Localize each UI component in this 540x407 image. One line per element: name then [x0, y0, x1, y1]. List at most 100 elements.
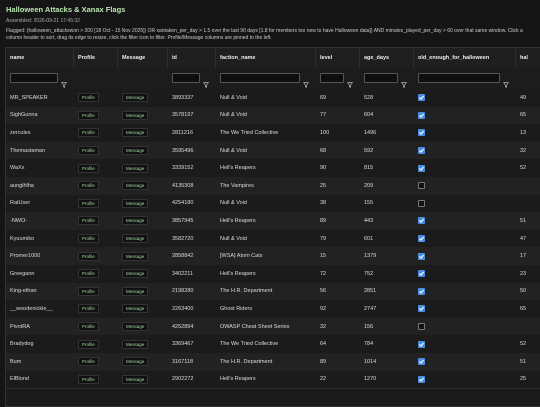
message-button[interactable]: Message: [122, 286, 149, 296]
age-cell: 1496: [364, 129, 377, 136]
profile-button[interactable]: Profile: [78, 304, 99, 314]
level-cell: 38: [320, 200, 327, 207]
filter-icon[interactable]: [61, 75, 67, 93]
id-cell: 3595496: [172, 147, 194, 154]
id-cell: 3167118: [172, 358, 194, 365]
checkbox[interactable]: [418, 164, 425, 172]
message-cell: Message: [118, 142, 168, 160]
data-row: Bum Profile Message 3167118 The H.R. Departm…: [6, 353, 540, 372]
message-cell: Message: [118, 159, 168, 177]
message-button[interactable]: Message: [122, 128, 149, 138]
profile-cell: Profile: [74, 335, 118, 353]
profile-cell: Profile: [74, 124, 118, 142]
profile-button[interactable]: Profile: [78, 374, 99, 384]
profile-button[interactable]: Profile: [78, 286, 99, 296]
profile-button[interactable]: Profile: [78, 234, 99, 244]
checkbox[interactable]: [418, 305, 425, 313]
checkbox[interactable]: [418, 235, 425, 243]
checkbox[interactable]: [418, 147, 425, 155]
column-header[interactable]: age_days: [360, 48, 414, 68]
message-button[interactable]: Message: [122, 251, 149, 261]
profile-button[interactable]: Profile: [78, 181, 99, 191]
data-row: __woodenickle__ Profile Message 2263400 Ghos…: [6, 300, 540, 319]
column-header[interactable]: faction_name: [216, 48, 316, 68]
message-button[interactable]: Message: [122, 339, 149, 349]
faction-cell: The We Tried Collective: [220, 341, 279, 348]
message-button[interactable]: Message: [122, 216, 149, 226]
filter-icon[interactable]: [347, 75, 353, 93]
faction-cell: Hell's Reapers: [220, 376, 256, 383]
column-header[interactable]: Message: [118, 48, 168, 68]
profile-button[interactable]: Profile: [78, 322, 99, 332]
filter-icon[interactable]: [401, 75, 407, 93]
message-button[interactable]: Message: [122, 304, 149, 314]
profile-button[interactable]: Profile: [78, 163, 99, 173]
data-row: PivotRA Profile Message 4252894 OWASP Cheat …: [6, 317, 540, 337]
checkbox[interactable]: [418, 217, 425, 225]
profile-cell: Profile: [74, 283, 118, 301]
filter-input[interactable]: [320, 73, 344, 83]
id-cell: 2198280: [172, 288, 194, 295]
message-button[interactable]: Message: [122, 322, 149, 332]
message-button[interactable]: Message: [122, 93, 149, 103]
data-row: Greegann Profile Message 3402211 Hell's Reap…: [6, 265, 540, 284]
message-button[interactable]: Message: [122, 163, 149, 173]
message-button[interactable]: Message: [122, 181, 149, 191]
column-header[interactable]: Profile: [74, 48, 118, 68]
filter-input[interactable]: [172, 73, 200, 83]
checkbox[interactable]: [418, 340, 425, 348]
message-button[interactable]: Message: [122, 234, 149, 244]
checkbox[interactable]: [418, 252, 425, 260]
age-cell: 2747: [364, 305, 377, 312]
profile-button[interactable]: Profile: [78, 251, 99, 261]
message-button[interactable]: Message: [122, 110, 149, 120]
old-enough-cell: [414, 195, 516, 213]
checkbox[interactable]: [418, 129, 425, 137]
message-button[interactable]: Message: [122, 146, 149, 156]
column-header[interactable]: id: [168, 48, 216, 68]
hal-cell: 65: [520, 305, 527, 312]
level-cell: 90: [320, 165, 327, 172]
profile-button[interactable]: Profile: [78, 216, 99, 226]
column-header[interactable]: hal: [516, 48, 540, 68]
message-button[interactable]: Message: [122, 374, 149, 384]
checkbox[interactable]: [418, 182, 425, 190]
checkbox[interactable]: [418, 111, 425, 119]
profile-button[interactable]: Profile: [78, 269, 99, 279]
profile-button[interactable]: Profile: [78, 198, 99, 208]
message-button[interactable]: Message: [122, 357, 149, 367]
column-header[interactable]: level: [316, 48, 360, 68]
filter-input[interactable]: [10, 73, 58, 83]
filter-icon[interactable]: [203, 75, 209, 93]
checkbox[interactable]: [418, 199, 425, 207]
filter-icon[interactable]: [303, 75, 309, 93]
checkbox[interactable]: [418, 94, 425, 102]
profile-button[interactable]: Profile: [78, 339, 99, 349]
old-enough-cell: [414, 230, 516, 248]
checkbox[interactable]: [418, 375, 425, 383]
profile-button[interactable]: Profile: [78, 93, 99, 103]
filter-input[interactable]: [418, 73, 500, 83]
profile-cell: Profile: [74, 89, 118, 107]
column-header[interactable]: name: [6, 48, 74, 68]
checkbox[interactable]: [418, 323, 425, 331]
profile-button[interactable]: Profile: [78, 128, 99, 138]
level-cell: 15: [320, 253, 327, 260]
profile-button[interactable]: Profile: [78, 357, 99, 367]
filter-icon[interactable]: [503, 75, 509, 93]
profile-button[interactable]: Profile: [78, 110, 99, 120]
faction-cell: The We Tried Collective: [220, 129, 279, 136]
profile-button[interactable]: Profile: [78, 146, 99, 156]
message-button[interactable]: Message: [122, 198, 149, 208]
age-cell: 784: [364, 341, 374, 348]
filter-input[interactable]: [364, 73, 398, 83]
checkbox[interactable]: [418, 270, 425, 278]
message-cell: Message: [118, 195, 168, 213]
filter-input[interactable]: [220, 73, 300, 83]
level-cell: 77: [320, 112, 327, 119]
message-button[interactable]: Message: [122, 269, 149, 279]
profile-cell: Profile: [74, 142, 118, 160]
checkbox[interactable]: [418, 358, 425, 366]
checkbox[interactable]: [418, 287, 425, 295]
column-header[interactable]: old_enough_for_halloween: [414, 48, 516, 68]
